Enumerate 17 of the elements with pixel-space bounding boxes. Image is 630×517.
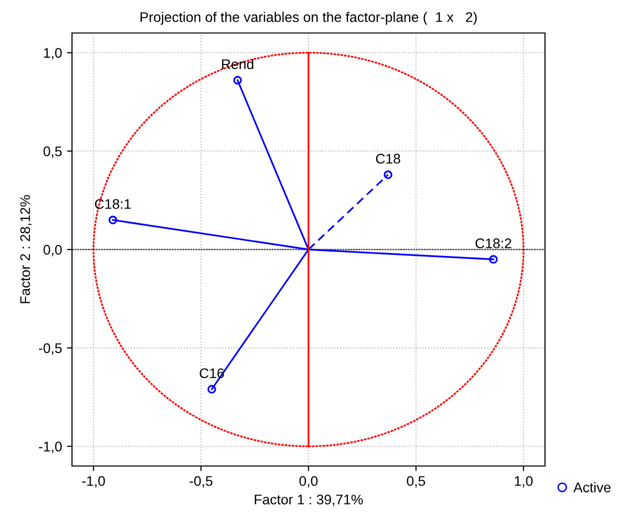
legend-label: Active <box>573 482 611 492</box>
x-tick-label: 0,0 <box>299 476 318 488</box>
annotation: C18:2 <box>476 238 512 248</box>
annotation: C18 <box>376 154 400 164</box>
y-tick-label: 0,0 <box>44 244 62 256</box>
annotation: C18:1 <box>95 199 131 209</box>
y-tick-label: 0,5 <box>44 146 62 158</box>
y-tick-label: -1,0 <box>38 442 62 454</box>
y-tick-label: 1,0 <box>44 48 62 60</box>
chart-title: Projection of the variables on the factor-plane ( 1 x 2) <box>140 12 477 25</box>
x-tick-label: -0,5 <box>190 476 212 488</box>
y-axis-title: Factor 2 : 28,12% <box>20 195 32 304</box>
x-tick-label: -1,0 <box>82 476 105 488</box>
y-tick-label: -0,5 <box>38 343 62 355</box>
x-tick-label: 0,5 <box>406 476 426 488</box>
x-tick-label: 1,0 <box>514 476 533 488</box>
x-axis-title: Factor 1 : 39,71% <box>254 494 363 506</box>
